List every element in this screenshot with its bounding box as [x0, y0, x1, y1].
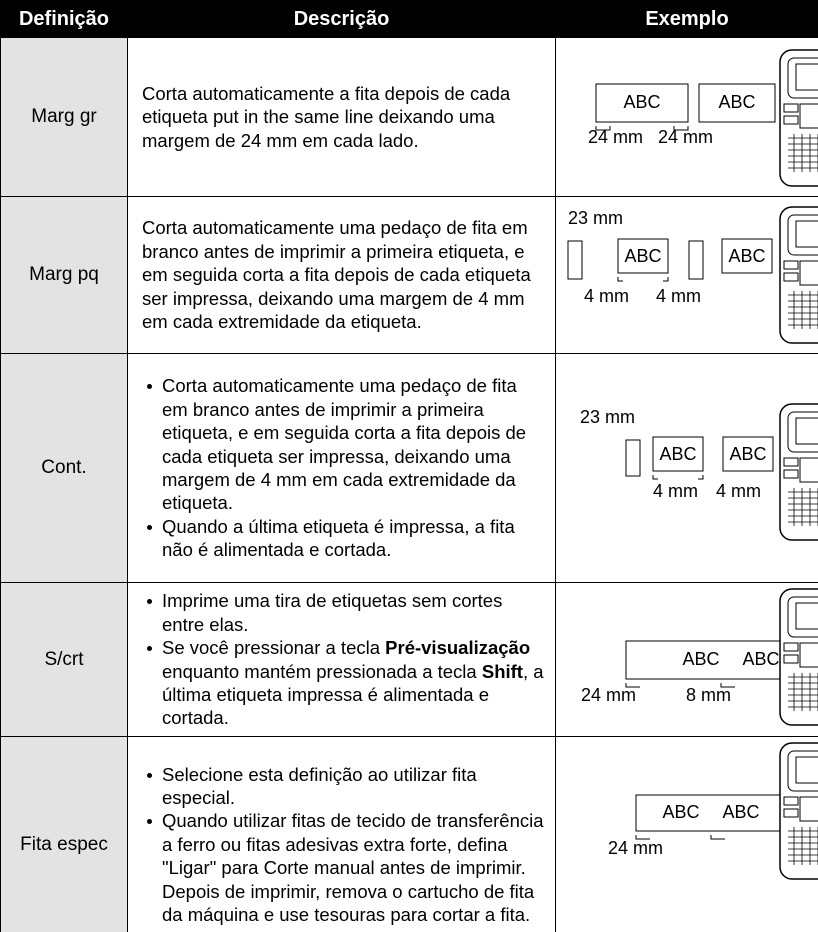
bullet: Quando utilizar fitas de tecido de trans…: [147, 809, 547, 926]
description: Corta automaticamente uma pedaço de fita…: [127, 353, 556, 583]
dimension: 24 mm: [608, 838, 663, 858]
bullet-list: Corta automaticamente uma pedaço de fita…: [142, 374, 547, 561]
example-diagram: ABC ABC 24 mm: [608, 742, 818, 880]
printer-icon: [779, 206, 818, 344]
example: 23 mm ABC ABC 4 mm 4 mm: [555, 196, 818, 354]
bullet: Imprime uma tira de etiquetas sem cortes…: [147, 589, 547, 636]
margin-mark: [617, 277, 669, 282]
margin-mark: [595, 126, 689, 131]
tape: [698, 83, 776, 123]
dimension: 4 mm: [653, 481, 698, 501]
tape: [722, 436, 774, 472]
definition: Cont.: [0, 353, 128, 583]
printer-icon: [779, 588, 818, 726]
tape-text: ABC: [722, 802, 759, 822]
tape: [625, 439, 641, 477]
definition: Fita espec: [0, 736, 128, 932]
example-diagram: ABC ABC 24 mm 8 mm: [581, 588, 818, 726]
tape: [652, 436, 704, 472]
text-run: , a última etiqueta impressa é alimentad…: [162, 660, 544, 729]
margin-mark: [635, 835, 725, 840]
tape: [595, 83, 689, 123]
tape-text: ABC: [662, 802, 699, 822]
tape-text: ABC: [624, 246, 661, 266]
margin-mark: [652, 475, 704, 480]
margin-mark: [625, 683, 735, 688]
tape-text: ABC: [729, 444, 766, 464]
example: ABC ABC 24 mm 8 mm: [555, 582, 818, 737]
row: Marg gr Corta automaticamente a fita dep…: [0, 37, 818, 197]
dimension: 24 mm: [588, 127, 643, 147]
text-run: enquanto mantém pressionada a tecla: [162, 660, 482, 682]
tape-text: ABC: [742, 649, 779, 669]
dimension: 23 mm: [580, 407, 635, 427]
dimension: 24 mm: [658, 127, 713, 147]
tape: [625, 640, 818, 680]
header-cell: Definição: [0, 0, 128, 38]
bullet: Se você pressionar a tecla Pré-visualiza…: [147, 636, 547, 730]
key-name: Pré-visualização: [385, 637, 531, 659]
definition: S/crt: [0, 582, 128, 737]
example-diagram: 23 mm ABC ABC 4 mm 4 mm: [567, 206, 818, 344]
tape-text: ABC: [728, 246, 765, 266]
description: Corta automaticamente a fita depois de c…: [127, 37, 556, 197]
row: S/crt Imprime uma tira de etiquetas sem …: [0, 582, 818, 737]
tape-text: ABC: [659, 444, 696, 464]
printer-icon: [779, 49, 818, 187]
bullet: Selecione esta definição ao utilizar fit…: [147, 763, 547, 810]
row: Cont. Corta automaticamente uma pedaço d…: [0, 353, 818, 583]
header-row: Definição Descrição Exemplo: [0, 0, 818, 38]
dimension: 23 mm: [568, 208, 623, 228]
example: 23 mm ABC ABC 4 mm 4 mm: [555, 353, 818, 583]
tape-text: ABC: [623, 92, 660, 112]
header-cell: Exemplo: [555, 0, 818, 38]
description: Selecione esta definição ao utilizar fit…: [127, 736, 556, 932]
definition: Marg gr: [0, 37, 128, 197]
bullet: Quando a última etiqueta é impressa, a f…: [147, 515, 547, 562]
example: ABC ABC 24 mm: [555, 736, 818, 932]
dimension: 4 mm: [716, 481, 761, 501]
example: ABC ABC 24 mm 24 mm: [555, 37, 818, 197]
printer-icon: [779, 742, 818, 880]
dimension: 24 mm: [581, 685, 636, 705]
bullet: Corta automaticamente uma pedaço de fita…: [147, 374, 547, 514]
example-diagram: 23 mm ABC ABC 4 mm 4 mm: [580, 403, 818, 541]
dimension: 8 mm: [686, 685, 731, 705]
tape-text: ABC: [682, 649, 719, 669]
printer-icon: [779, 403, 818, 541]
tape: [721, 238, 773, 274]
row: Marg pq Corta automaticamente uma pedaço…: [0, 196, 818, 354]
tape: [635, 794, 818, 832]
row: Fita espec Selecione esta definição ao u…: [0, 736, 818, 932]
tape-text: ABC: [718, 92, 755, 112]
bullet-list: Imprime uma tira de etiquetas sem cortes…: [142, 589, 547, 729]
tape: [617, 238, 669, 274]
dimension: 4 mm: [656, 286, 701, 306]
description: Imprime uma tira de etiquetas sem cortes…: [127, 582, 556, 737]
dimension: 4 mm: [584, 286, 629, 306]
description: Corta automaticamente uma pedaço de fita…: [127, 196, 556, 354]
definition: Marg pq: [0, 196, 128, 354]
text-run: Se você pressionar a tecla: [162, 637, 386, 659]
tape: [688, 240, 704, 280]
tape: [567, 240, 583, 280]
key-name: Shift: [481, 660, 523, 682]
bullet-list: Selecione esta definição ao utilizar fit…: [142, 763, 547, 927]
header-cell: Descrição: [127, 0, 556, 38]
example-diagram: ABC ABC 24 mm 24 mm: [588, 49, 818, 187]
